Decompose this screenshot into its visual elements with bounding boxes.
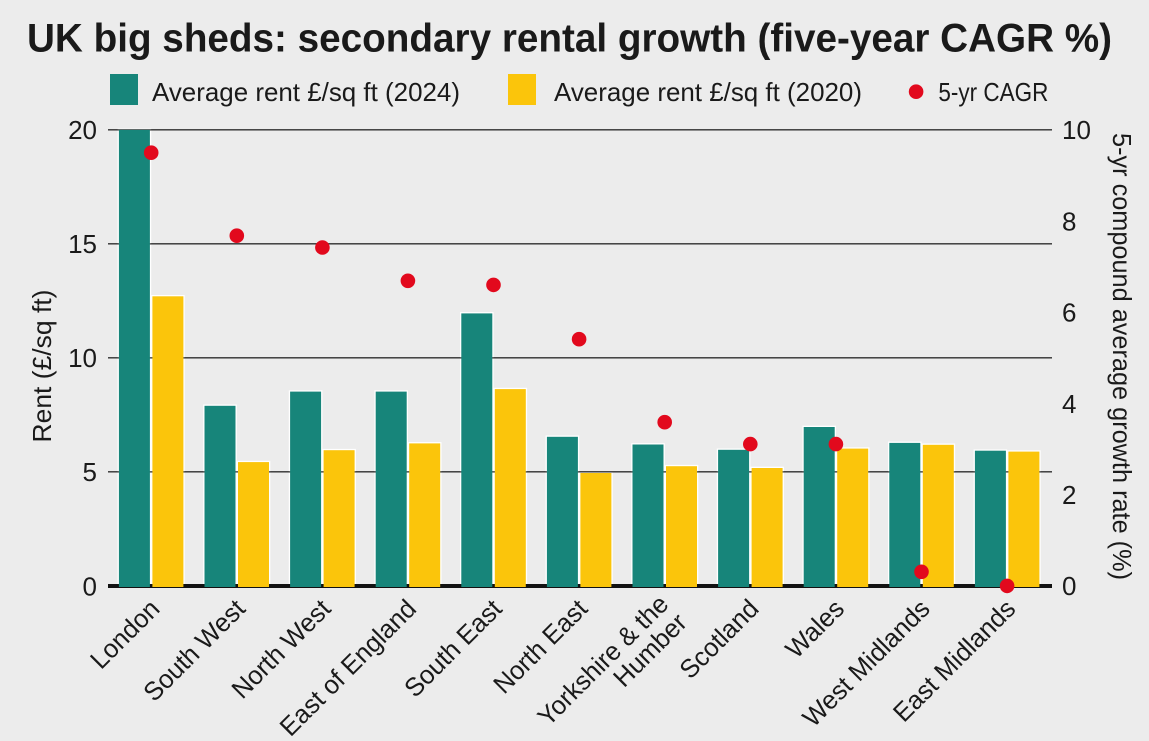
svg-text:6: 6 [1062, 298, 1076, 328]
svg-text:Rent (£/sq ft): Rent (£/sq ft) [27, 290, 57, 443]
svg-text:Average rent £/sq ft (2024): Average rent £/sq ft (2024) [152, 77, 460, 107]
svg-text:10: 10 [1062, 115, 1091, 145]
svg-text:Wales: Wales [779, 593, 850, 664]
svg-text:2: 2 [1062, 480, 1076, 510]
svg-text:UK big sheds: secondary rental: UK big sheds: secondary rental growth (f… [27, 17, 1112, 61]
svg-text:5-yr CAGR: 5-yr CAGR [938, 77, 1048, 107]
svg-text:15: 15 [68, 229, 97, 259]
svg-text:5-yr compound average growth r: 5-yr compound average growth rate (%) [1107, 133, 1137, 580]
svg-text:London: London [84, 593, 165, 674]
svg-text:0: 0 [83, 571, 97, 601]
svg-text:8: 8 [1062, 206, 1076, 236]
svg-text:0: 0 [1062, 571, 1076, 601]
svg-text:4: 4 [1062, 389, 1076, 419]
svg-text:10: 10 [68, 343, 97, 373]
svg-text:20: 20 [68, 115, 97, 145]
svg-text:Average rent £/sq ft (2020): Average rent £/sq ft (2020) [554, 77, 862, 107]
svg-text:5: 5 [83, 457, 97, 487]
svg-text:Scotland: Scotland [673, 593, 764, 684]
